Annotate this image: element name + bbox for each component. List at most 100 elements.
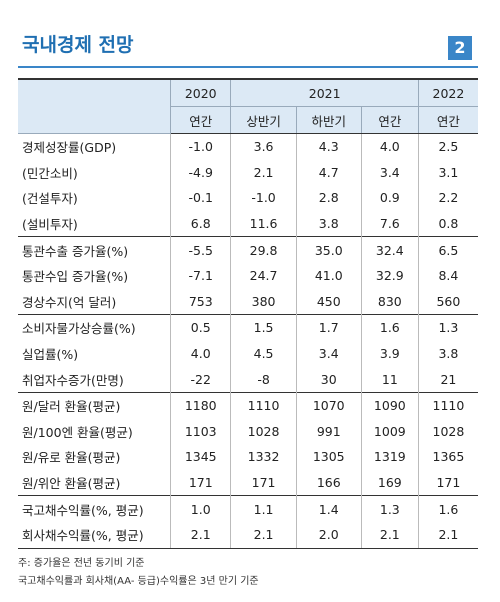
cell: 171 [169,469,231,496]
cell: 1009 [360,418,419,445]
cell: 3.9 [360,340,419,367]
year: 2022 [417,78,478,107]
cell: 1.1 [230,495,297,522]
header-row: 연간 상반기 하반기 연간 연간 [18,106,478,134]
cell: 41.0 [295,262,362,289]
cell: 11.6 [230,210,297,237]
row-label: 회사채수익률(%, 평균) [18,521,171,549]
year: 2020 [169,78,231,107]
cell: 1070 [295,391,362,419]
row: 회사채수익률(%, 평균) 2.1 2.1 2.0 2.1 2.1 [18,521,478,549]
cell: 3.8 [417,340,478,367]
cell: -22 [169,366,231,393]
cell: 991 [295,418,362,445]
note: 국고채수익률과 회사채(AA- 등급)수익률은 3년 만기 기준 [18,576,259,587]
cell: 166 [295,469,362,496]
title-rule [18,66,478,68]
cell: 3.6 [230,133,297,160]
cell: 2.1 [169,521,231,549]
cell: 0.9 [360,185,419,211]
cell: 32.9 [360,262,419,289]
row: 통관수입 증가율(%) -7.1 24.7 41.0 32.9 8.4 [18,262,478,289]
row-label: (건설투자) [22,191,78,207]
cell: 1110 [417,391,478,419]
cell: 1.6 [417,495,478,522]
cell: 1.5 [230,314,297,341]
table-body: 경제성장률(GDP) -1.0 3.6 4.3 4.0 2.5 (민간소비) -4.9 2.1 4… [18,133,478,549]
row-label: 경상수지(억 달러) [22,294,117,310]
row: 원/유로 환율(평균) 1345 1332 1305 1319 1365 [18,444,478,470]
cell: 1.4 [295,495,362,522]
cell: 1.3 [360,495,419,522]
cell: 6.8 [169,210,231,237]
cell: 3.8 [295,210,362,237]
cell: 4.3 [295,133,362,160]
period: 상반기 [230,106,297,134]
cell: -5.5 [169,236,231,263]
cell: 0.5 [169,314,231,341]
cell: 1345 [169,444,231,470]
cell: 1103 [169,418,231,445]
cell: 169 [360,469,419,496]
cell: 21 [417,366,478,393]
row: 취업자수증가(만명) -22 -8 30 11 21 [18,366,478,393]
row-label: 실업률(%) [22,347,79,363]
year: 2021 [230,78,419,107]
cell: 1305 [295,444,362,470]
cell: 2.2 [417,185,478,211]
period: 연간 [169,106,231,134]
cell: 2.1 [230,159,297,186]
note: 주: 증가율은 전년 동기비 기준 [18,558,145,569]
cell: 1110 [230,391,297,419]
cell: -7.1 [169,262,231,289]
cell: 2.0 [295,521,362,549]
cell: 2.1 [417,521,478,549]
cell: 3.1 [417,159,478,186]
cell: 171 [417,469,478,496]
row-label: (민간소비) [22,165,78,181]
period: 연간 [360,106,419,134]
row: (건설투자) -0.1 -1.0 2.8 0.9 2.2 [18,185,478,211]
cell: 1319 [360,444,419,470]
cell: 32.4 [360,236,419,263]
row-label: 원/100엔 환율(평균) [22,424,133,440]
cell: 7.6 [360,210,419,237]
table: 2020 2021 2022 연간 상반기 하반기 연간 연간 경제성장률(GDP) -1… [18,78,478,549]
cell: 380 [230,288,297,315]
cell: 450 [295,288,362,315]
cell: 4.7 [295,159,362,186]
cell: 1.0 [169,495,231,522]
cell: 4.5 [230,340,297,367]
cell: 0.8 [417,210,478,237]
cell: -0.1 [169,185,231,211]
cell: 4.0 [360,133,419,160]
corner [18,78,171,134]
row-label: 취업자수증가(만명) [22,372,124,388]
period: 하반기 [295,106,362,134]
cell: 35.0 [295,236,362,263]
row-label: 원/유로 환율(평균) [22,450,121,466]
row-label: 소비자물가상승률(%) [18,314,171,341]
row: 통관수출 증가율(%) -5.5 29.8 35.0 32.4 6.5 [18,236,478,263]
cell: 29.8 [230,236,297,263]
row: 원/위안 환율(평균) 171 171 166 169 171 [18,469,478,496]
header-row: 2020 2021 2022 [18,78,478,134]
cell: 830 [360,288,419,315]
cell: 6.5 [417,236,478,263]
row: 원/100엔 환율(평균) 1103 1028 991 1009 1028 [18,418,478,445]
cell: 2.1 [230,521,297,549]
cell: -1.0 [230,185,297,211]
cell: 1.6 [360,314,419,341]
cell: 24.7 [230,262,297,289]
row-label: 원/위안 환율(평균) [22,476,121,492]
row: 경상수지(억 달러) 753 380 450 830 560 [18,288,478,315]
cell: -8 [230,366,297,393]
cell: 753 [169,288,231,315]
cell: 1028 [230,418,297,445]
cell: 8.4 [417,262,478,289]
cell: 1090 [360,391,419,419]
row-label: 국고채수익률(%, 평균) [18,495,171,522]
row: 국고채수익률(%, 평균) 1.0 1.1 1.4 1.3 1.6 [18,495,478,522]
row-label: 경제성장률(GDP) [22,140,117,156]
